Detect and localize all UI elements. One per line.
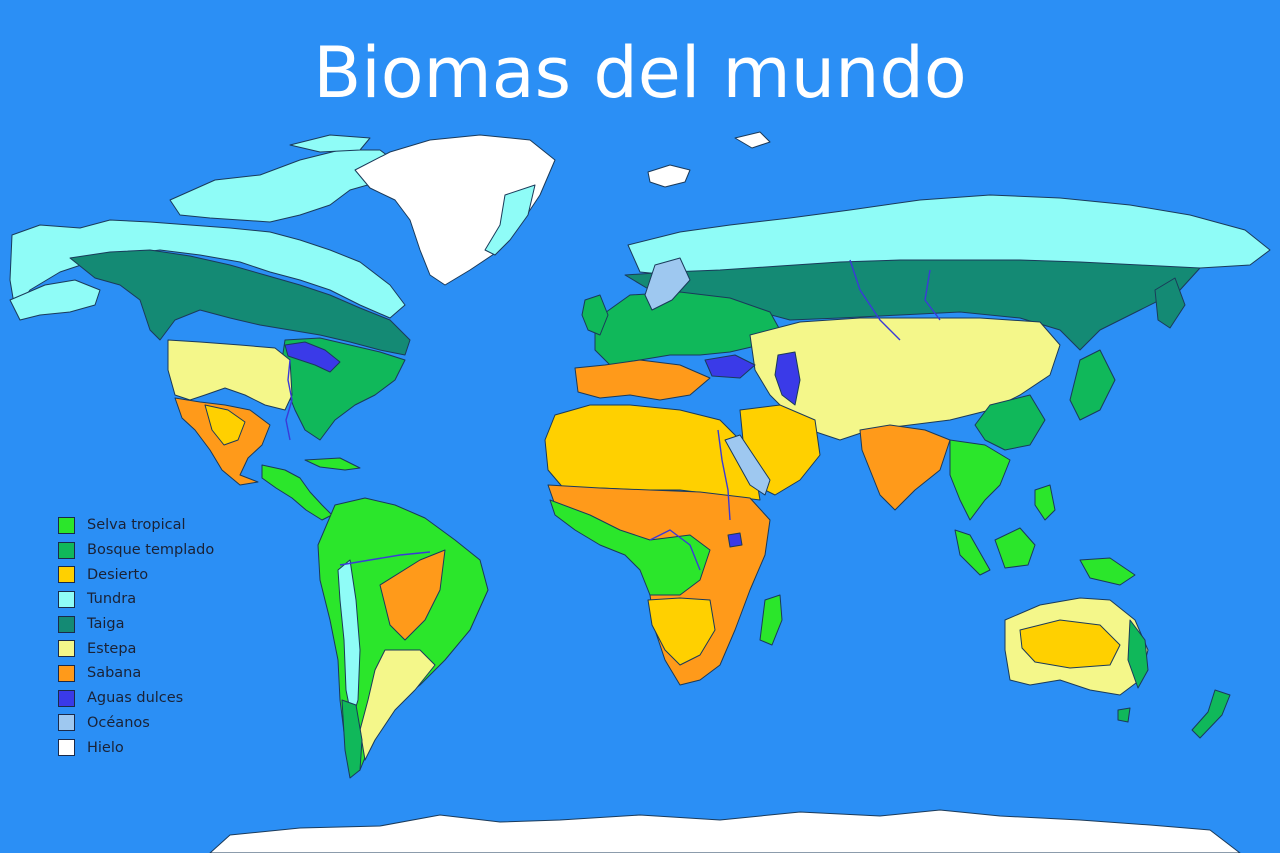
amazon-river — [339, 551, 431, 566]
legend-item: Océanos — [58, 711, 278, 736]
legend-swatch — [58, 590, 75, 608]
baltic-sea — [644, 257, 691, 311]
new-guinea — [1079, 557, 1136, 586]
siberian-river — [849, 259, 901, 341]
north-america — [9, 134, 411, 521]
legend-label: Hielo — [87, 739, 124, 756]
alaska-tundra — [9, 279, 101, 321]
lake-victoria — [727, 532, 743, 548]
legend-item: Estepa — [58, 636, 278, 661]
andes-temperate — [341, 699, 363, 779]
greenland-tundra — [484, 184, 536, 256]
antarctica — [209, 809, 1241, 853]
eurasia — [574, 194, 1271, 521]
philippines — [1034, 484, 1056, 521]
caspian-sea — [774, 351, 801, 406]
australia-desert — [1019, 619, 1121, 669]
legend-item: Hielo — [58, 735, 278, 760]
legend-swatch — [58, 541, 75, 559]
legend-item: Bosque templado — [58, 538, 278, 563]
africa-tropical — [549, 499, 711, 596]
south-america-savanna — [379, 549, 446, 641]
central-america — [261, 464, 333, 521]
kamchatka — [1154, 277, 1186, 329]
legend-label: Estepa — [87, 640, 137, 657]
north-america-steppe — [167, 339, 293, 411]
nile-river — [717, 429, 731, 521]
mediterranean-savanna — [574, 359, 711, 401]
legend-swatch — [58, 664, 75, 682]
iceland — [647, 164, 691, 188]
borneo — [994, 527, 1036, 569]
madagascar — [759, 594, 783, 646]
legend-swatch — [58, 714, 75, 732]
legend-item: Taiga — [58, 612, 278, 637]
legend-label: Sabana — [87, 665, 142, 682]
east-asia-temperate — [974, 394, 1046, 451]
legend-swatch — [58, 516, 75, 534]
north-america-desert — [204, 404, 246, 446]
svalbard — [734, 131, 771, 149]
congo-river — [649, 529, 701, 571]
india-savanna — [859, 424, 951, 511]
legend-item: Selva tropical — [58, 513, 278, 538]
legend-swatch — [58, 566, 75, 584]
south-america-steppe — [359, 649, 436, 761]
legend: Selva tropical Bosque templado Desierto Tun… — [58, 513, 278, 760]
legend-item: Desierto — [58, 562, 278, 587]
siberian-river-2 — [924, 269, 941, 321]
tasmania — [1117, 707, 1131, 723]
arctic-island-2 — [289, 134, 371, 153]
south-america — [317, 497, 489, 779]
sumatra — [954, 529, 991, 576]
page-title: Biomas del mundo — [313, 32, 967, 114]
southeast-asia-tropical — [949, 439, 1011, 521]
legend-label: Tundra — [87, 591, 137, 608]
legend-label: Bosque templado — [87, 542, 215, 559]
great-lakes — [284, 341, 341, 373]
new-zealand — [1191, 689, 1231, 739]
cuba — [304, 457, 361, 471]
black-sea — [704, 354, 756, 379]
mississippi-river — [285, 359, 293, 441]
oceania — [954, 484, 1231, 739]
britain — [581, 294, 609, 336]
legend-label: Desierto — [87, 566, 149, 583]
legend-swatch — [58, 739, 75, 757]
legend-label: Selva tropical — [87, 517, 186, 534]
legend-label: Aguas dulces — [87, 690, 184, 707]
legend-swatch — [58, 689, 75, 707]
red-sea — [724, 434, 771, 496]
africa — [544, 404, 821, 686]
north-america-taiga — [69, 249, 411, 356]
australia-temperate — [1127, 619, 1149, 689]
legend-item: Aguas dulces — [58, 686, 278, 711]
japan — [1069, 349, 1116, 421]
north-america-tundra — [9, 219, 406, 319]
legend-label: Taiga — [87, 616, 125, 633]
southern-africa-desert — [647, 597, 716, 666]
legend-swatch — [58, 615, 75, 633]
legend-item: Tundra — [58, 587, 278, 612]
canadian-arctic-islands — [169, 149, 401, 223]
legend-swatch — [58, 640, 75, 658]
legend-item: Sabana — [58, 661, 278, 686]
legend-label: Océanos — [87, 714, 150, 731]
